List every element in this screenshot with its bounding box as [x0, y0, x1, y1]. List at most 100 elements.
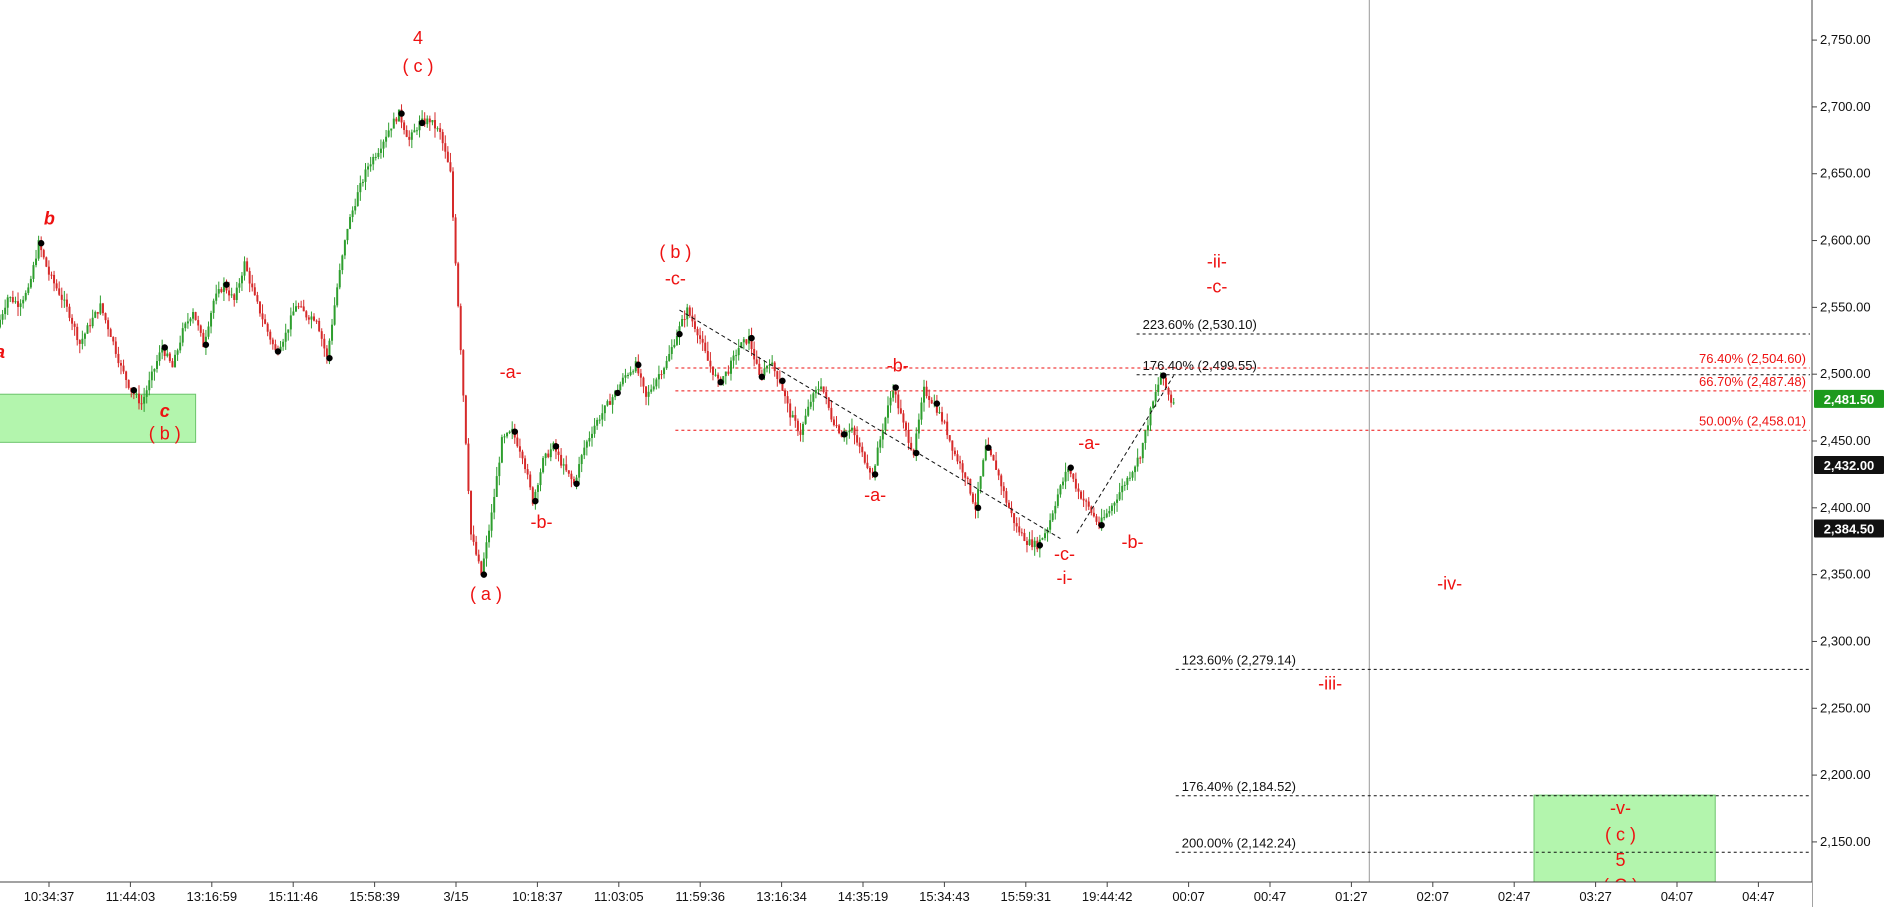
candle-125	[320, 328, 323, 347]
candle-317	[814, 386, 817, 399]
candle-body-66	[168, 353, 171, 362]
candle-306	[786, 390, 789, 413]
candle-55	[140, 394, 143, 410]
candle-body-385	[989, 448, 992, 456]
candle-172	[441, 129, 444, 151]
candle-152	[390, 128, 393, 138]
candle-body-193	[495, 476, 498, 497]
candle-body-77	[197, 320, 200, 326]
pivot-dot-25	[913, 449, 920, 457]
candle-body-54	[137, 393, 140, 404]
x-tick-label-18: 02:07	[1417, 889, 1450, 904]
pivot-dot-19	[748, 334, 755, 342]
candle-body-290	[745, 339, 748, 344]
candle-body-37	[94, 312, 97, 318]
candle-body-194	[498, 462, 501, 477]
candle-body-228	[585, 441, 588, 448]
time-axis-background	[0, 882, 1812, 907]
candle-301	[773, 361, 776, 377]
candle-body-368	[946, 421, 949, 436]
candle-40	[101, 302, 104, 316]
candle-93	[238, 278, 241, 293]
candle-168	[431, 119, 434, 126]
candle-body-286	[735, 355, 738, 357]
candle-147	[377, 148, 380, 160]
candle-226	[580, 453, 583, 473]
candle-145	[372, 153, 375, 171]
candle-104	[266, 322, 269, 337]
candle-body-24	[60, 294, 63, 300]
candle-365	[938, 406, 941, 415]
wave-label-20: -iv-	[1437, 573, 1462, 593]
candle-body-271	[696, 328, 699, 336]
candle-body-338	[868, 467, 871, 473]
candle-body-179	[459, 306, 462, 351]
candle-352	[905, 420, 907, 437]
y-tick-label-9: 2,550.00	[1820, 299, 1871, 314]
candle-body-400	[1028, 539, 1031, 545]
candle-body-353	[907, 430, 910, 443]
candle-body-281	[722, 376, 725, 383]
candle-139	[356, 184, 359, 207]
candle-body-116	[297, 306, 300, 308]
candle-419	[1077, 483, 1080, 500]
candle-body-163	[418, 120, 421, 131]
candle-body-282	[724, 371, 727, 377]
candle-body-249	[639, 373, 642, 378]
candle-262	[673, 339, 676, 349]
candle-400	[1028, 531, 1031, 546]
candle-8	[19, 299, 22, 316]
candle-31	[78, 339, 81, 354]
candle-11	[27, 283, 30, 296]
candle-144	[369, 156, 372, 172]
candle-body-420	[1080, 491, 1083, 499]
candle-346	[889, 391, 892, 413]
x-tick-label-5: 15:58:39	[349, 889, 400, 904]
candle-body-406	[1043, 533, 1046, 539]
candle-360	[925, 380, 928, 399]
candle-body-449	[1154, 392, 1157, 402]
pivot-dot-22	[841, 431, 848, 438]
candle-body-84	[215, 293, 218, 301]
candle-222	[570, 470, 573, 488]
candle-255	[655, 377, 658, 390]
candle-349	[897, 390, 900, 415]
x-tick-label-3: 13:16:59	[186, 889, 237, 904]
candle-body-440	[1131, 472, 1134, 478]
candle-body-294	[755, 359, 758, 364]
candle-body-203	[521, 451, 524, 459]
candle-343	[881, 423, 884, 449]
pivot-dot-7	[326, 354, 333, 362]
candle-body-47	[119, 363, 122, 366]
candle-213	[547, 449, 550, 459]
wave-label-13: -a-	[864, 485, 886, 505]
candle-158	[405, 125, 408, 138]
candle-326	[838, 423, 841, 435]
candle-99	[253, 283, 256, 296]
candle-body-337	[866, 462, 869, 468]
candle-320	[822, 386, 825, 394]
candle-body-41	[104, 313, 107, 321]
candle-body-124	[318, 320, 321, 332]
candle-115	[294, 300, 297, 313]
candle-371	[953, 447, 956, 457]
x-tick-label-16: 00:47	[1254, 889, 1287, 904]
candle-body-387	[995, 460, 998, 470]
candle-289	[742, 336, 745, 350]
candle-110	[282, 338, 285, 351]
pivot-dot-4	[202, 341, 210, 348]
candle-302	[776, 370, 779, 387]
candle-190	[488, 524, 491, 548]
candle-375	[964, 471, 967, 486]
candle-295	[758, 356, 761, 377]
candle-body-132	[338, 270, 341, 288]
candle-219	[562, 458, 565, 475]
candle-body-342	[879, 439, 882, 448]
candle-261	[670, 339, 673, 360]
candle-58	[148, 371, 151, 396]
candle-body-107	[274, 344, 277, 351]
candle-body-62	[158, 352, 161, 362]
candle-body-433	[1113, 502, 1116, 506]
candle-body-446	[1146, 425, 1149, 431]
candle-body-394	[1013, 513, 1016, 524]
